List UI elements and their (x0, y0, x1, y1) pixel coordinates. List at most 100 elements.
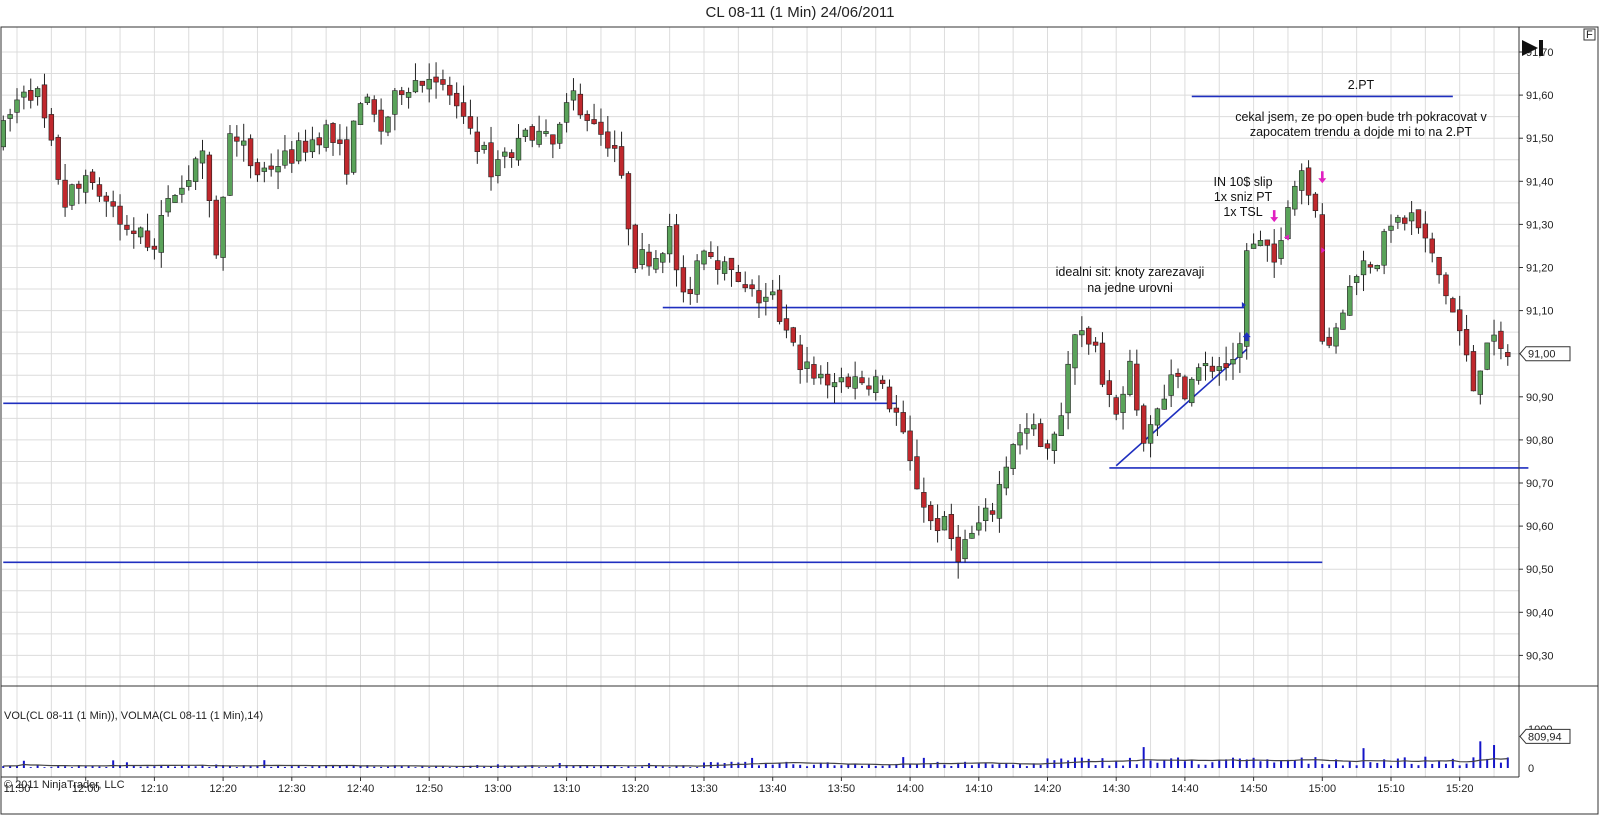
candle-body (14, 99, 20, 113)
candle-body (1244, 250, 1250, 347)
candle-body (275, 166, 281, 173)
candle-body (502, 151, 508, 157)
candle-body (721, 261, 728, 274)
candle-body (309, 139, 316, 153)
candle-body (1161, 398, 1167, 410)
drawn-line (1115, 348, 1248, 467)
candle-body (357, 103, 364, 125)
x-tick-label: 15:10 (1377, 783, 1405, 795)
candle-body (1436, 256, 1442, 276)
candle-body (1367, 264, 1374, 268)
candle-body (1408, 212, 1415, 222)
candle-body (76, 183, 82, 189)
candle-body (508, 152, 515, 159)
properties-button (1583, 28, 1596, 41)
candle-body (192, 158, 199, 182)
candle-body (715, 260, 721, 270)
x-tick-label: 12:20 (209, 783, 237, 795)
candle-body (1072, 334, 1078, 369)
candle-body (460, 102, 467, 117)
candle-body (1347, 286, 1353, 316)
candle-body (1360, 260, 1367, 276)
volma-line (3, 758, 1508, 768)
candle-body (144, 230, 151, 248)
candle-body (866, 385, 872, 390)
candle-body (989, 510, 996, 515)
candle-body (653, 258, 659, 270)
candle-body (1230, 359, 1236, 365)
candle-body (220, 196, 226, 258)
candle-body (419, 80, 426, 86)
annotation-text: IN 10$ slip (1213, 175, 1272, 189)
candle-body (1470, 351, 1477, 392)
candle-body (570, 90, 577, 101)
copyright-text: © 2011 NinjaTrader, LLC (4, 779, 125, 791)
candle-body (1202, 363, 1209, 367)
candle-body (1010, 444, 1016, 469)
x-tick-label: 12:00 (72, 783, 100, 795)
candle-body (1463, 329, 1470, 356)
entry-marker-icon (1241, 301, 1246, 308)
candle-body (1312, 193, 1319, 212)
candle-body (289, 149, 295, 164)
candle-body (1182, 376, 1188, 400)
candle-body (1381, 231, 1387, 266)
candle-body (673, 224, 680, 271)
candle-body (124, 224, 130, 230)
candle-body (227, 133, 233, 196)
candle-body (474, 131, 480, 152)
candle-body (1120, 393, 1126, 413)
candle-body (447, 84, 453, 96)
candle-body (0, 120, 6, 148)
candle-body (873, 376, 879, 394)
candle-body (756, 290, 762, 304)
candle-body (1395, 217, 1401, 223)
volume-tick-label: 0 (1528, 763, 1534, 775)
candle-body (89, 171, 96, 184)
annotation-text: zapocatem trendu a dojde mi to na 2.PT (1250, 125, 1473, 139)
candle-body (1127, 360, 1133, 395)
candle-body (893, 407, 900, 413)
candle-body (350, 120, 357, 173)
candle-body (529, 126, 535, 141)
candle-body (172, 195, 178, 203)
candle-body (344, 139, 350, 175)
candle-body (1092, 341, 1099, 346)
y-tick-label: 91,10 (1526, 306, 1554, 318)
candle-body (632, 224, 639, 269)
candle-body (412, 80, 419, 93)
candle-body (680, 267, 687, 293)
candle-body (453, 92, 460, 107)
y-tick-label: 90,60 (1526, 521, 1554, 533)
candle-body (117, 205, 123, 225)
candle-body (1491, 334, 1497, 342)
candle-body (1134, 363, 1140, 411)
x-tick-label: 14:30 (1102, 783, 1130, 795)
candle-body (618, 146, 625, 176)
x-tick-label: 13:20 (622, 783, 650, 795)
x-tick-label: 14:40 (1171, 783, 1199, 795)
candle-body (934, 518, 941, 532)
candle-body (996, 484, 1003, 519)
candle-body (1278, 240, 1284, 259)
annotation-text: na jedne urovni (1087, 281, 1172, 295)
candle-body (282, 150, 288, 166)
candle-body (577, 93, 584, 116)
candle-body (584, 113, 590, 121)
candle-body (1257, 240, 1264, 247)
candle-body (378, 109, 384, 132)
candle-body (179, 187, 185, 195)
candle-body (488, 142, 494, 178)
candle-body (1388, 225, 1394, 231)
candle-body (1099, 342, 1106, 385)
candle-body (151, 245, 158, 250)
candle-body (1065, 363, 1071, 414)
candle-body (969, 532, 975, 539)
candle-body (1292, 185, 1298, 210)
candle-body (34, 88, 41, 98)
last-price-tag (1519, 346, 1571, 362)
candle-body (302, 140, 309, 153)
annotation-text: 1x TSL (1223, 205, 1262, 219)
candle-body (1086, 327, 1092, 345)
